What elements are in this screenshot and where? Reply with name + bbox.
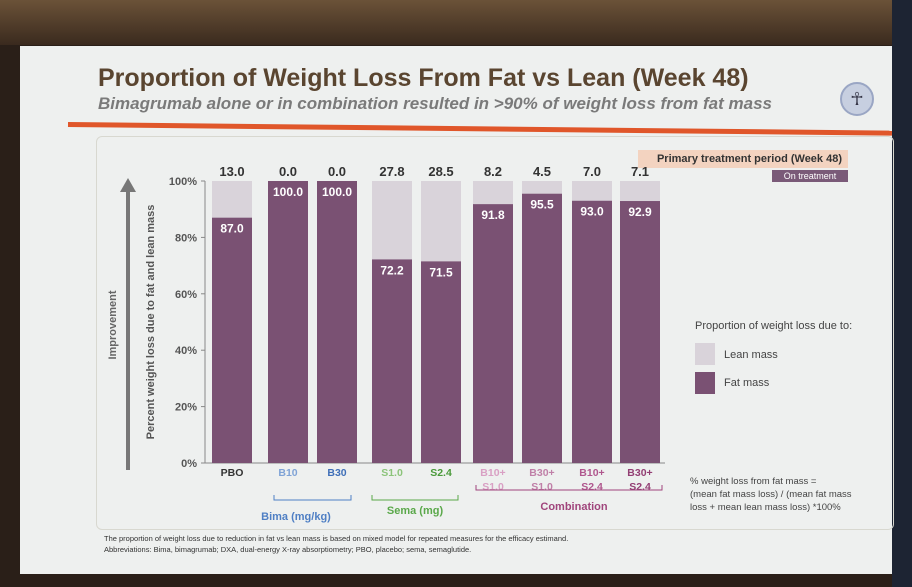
chart-panel — [96, 136, 894, 530]
formula-text: loss + mean lean mass loss) *100% — [690, 502, 841, 513]
bar-lean-mass — [522, 181, 562, 194]
y-tick-label: 60% — [175, 289, 197, 301]
arrow-head-icon — [120, 178, 136, 192]
fat-data-label: 92.9 — [628, 205, 652, 219]
formula-text: (mean fat mass loss) / (mean fat mass — [690, 489, 852, 500]
group-bracket — [273, 495, 352, 501]
lean-data-label: 13.0 — [219, 164, 244, 179]
x-tick-label: B30 — [327, 467, 346, 479]
x-tick-label: S2.4 — [629, 481, 651, 493]
y-tick-label: 80% — [175, 232, 197, 244]
bar-lean-mass — [620, 181, 660, 202]
y-tick-label: 100% — [169, 176, 197, 188]
y-tick-label: 40% — [175, 345, 197, 357]
lean-data-label: 28.5 — [428, 164, 453, 179]
x-tick-label: S1.0 — [482, 481, 504, 493]
legend-label: Fat mass — [724, 377, 770, 389]
x-tick-label: PBO — [221, 467, 244, 479]
improvement-label: Improvement — [107, 290, 119, 359]
footnote: The proportion of weight loss due to red… — [104, 534, 569, 543]
period-label: Primary treatment period (Week 48) — [638, 150, 848, 168]
fat-data-label: 100.0 — [322, 185, 352, 199]
x-tick-label: B10 — [278, 467, 297, 479]
legend-swatch-fat — [695, 372, 715, 394]
x-tick-label: S2.4 — [430, 467, 452, 479]
bar-lean-mass — [473, 181, 513, 205]
bar-fat-mass — [268, 181, 308, 463]
adjacent-screen — [892, 0, 912, 587]
fat-data-label: 93.0 — [580, 205, 604, 219]
group-label: Sema (mg) — [387, 505, 444, 517]
bar-fat-mass — [522, 193, 562, 463]
bar-lean-mass — [572, 181, 612, 201]
group-label: Bima (mg/kg) — [261, 511, 331, 523]
lean-data-label: 7.0 — [583, 164, 601, 179]
bar-fat-mass — [212, 217, 252, 463]
x-tick-label: B30+ — [529, 467, 554, 479]
legend-label: Lean mass — [724, 349, 778, 361]
y-tick-label: 0% — [181, 458, 197, 470]
lean-data-label: 7.1 — [631, 164, 649, 179]
footnote: Abbreviations: Bima, bimagrumab; DXA, du… — [104, 545, 472, 554]
y-axis-label: Percent weight loss due to fat and lean … — [145, 205, 157, 440]
fat-data-label: 87.0 — [220, 222, 244, 236]
lean-data-label: 0.0 — [328, 164, 346, 179]
slide-subtitle: Bimagrumab alone or in combination resul… — [98, 94, 772, 113]
group-bracket — [475, 485, 663, 491]
lean-data-label: 4.5 — [533, 164, 551, 179]
group-bracket — [371, 495, 459, 501]
bar-fat-mass — [421, 261, 461, 463]
x-tick-label: S1.0 — [381, 467, 403, 479]
fat-data-label: 100.0 — [273, 185, 303, 199]
bar-fat-mass — [572, 200, 612, 464]
x-tick-label: S1.0 — [531, 481, 553, 493]
fat-data-label: 91.8 — [481, 208, 505, 222]
bar-lean-mass — [372, 181, 412, 260]
logo-icon: ☥ — [840, 82, 874, 116]
background-wall — [0, 0, 912, 45]
bar-fat-mass — [473, 204, 513, 463]
x-tick-label: B10+ — [579, 467, 604, 479]
footnotes: The proportion of weight loss due to red… — [104, 533, 568, 555]
bar-fat-mass — [317, 181, 357, 463]
slide-title: Proportion of Weight Loss From Fat vs Le… — [98, 64, 749, 92]
on-treatment-badge: On treatment — [772, 170, 848, 182]
group-label: Combination — [540, 501, 607, 513]
legend-swatch-lean — [695, 343, 715, 365]
x-tick-label: B10+ — [480, 467, 505, 479]
bar-lean-mass — [212, 181, 252, 218]
bar-fat-mass — [372, 259, 412, 463]
fat-data-label: 95.5 — [530, 198, 554, 212]
lean-data-label: 0.0 — [279, 164, 297, 179]
y-tick-label: 20% — [175, 402, 197, 414]
x-tick-label: S2.4 — [581, 481, 603, 493]
bar-lean-mass — [421, 181, 461, 262]
fat-data-label: 72.2 — [380, 263, 404, 277]
lean-data-label: 27.8 — [379, 164, 404, 179]
bar-fat-mass — [620, 201, 660, 463]
legend-title: Proportion of weight loss due to: — [695, 320, 852, 332]
lean-data-label: 8.2 — [484, 164, 502, 179]
x-tick-label: B30+ — [627, 467, 652, 479]
fat-data-label: 71.5 — [429, 265, 453, 279]
formula-text: % weight loss from fat mass = — [690, 476, 817, 487]
